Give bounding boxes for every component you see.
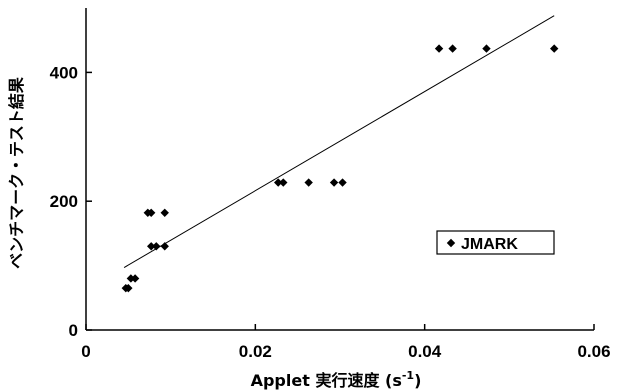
x-axis-title-main: Applet 実行速度 (s (251, 371, 402, 390)
x-axis-title: Applet 実行速度 (s-1) (251, 369, 422, 390)
legend-marker-diamond-icon (446, 238, 456, 248)
data-point (434, 44, 444, 53)
data-point (550, 44, 559, 53)
data-point (273, 178, 283, 187)
plot-area: 0 0.02 0.04 0.06 0 200 400 (50, 8, 611, 361)
data-point (160, 208, 169, 217)
data-point (160, 242, 169, 251)
legend: JMARK (436, 230, 555, 255)
data-point (124, 283, 133, 293)
x-axis-ticks: 0 0.02 0.04 0.06 (81, 324, 611, 361)
data-point (329, 178, 339, 187)
data-point (338, 178, 347, 187)
data-point (304, 178, 313, 187)
y-tick-label: 400 (50, 63, 78, 82)
legend-box (436, 230, 555, 255)
y-tick-label: 0 (69, 321, 78, 340)
x-tick-label: 0.02 (239, 342, 272, 361)
x-tick-label: 0.06 (577, 342, 610, 361)
data-point (279, 178, 288, 187)
y-tick-label: 200 (50, 192, 78, 211)
data-point (130, 274, 140, 283)
data-point (448, 44, 457, 53)
legend-label: JMARK (461, 236, 518, 253)
y-axis-ticks: 0 200 400 (50, 63, 92, 340)
data-point (126, 274, 136, 283)
x-tick-label: 0.04 (408, 342, 442, 361)
trend-line (123, 15, 555, 268)
y-axis-title: ベンチマーク・テスト結果 (7, 77, 26, 269)
x-axis-title-suffix: ) (414, 371, 421, 390)
data-point (146, 208, 156, 217)
x-axis-title-superscript: -1 (402, 369, 414, 382)
data-point (146, 242, 156, 251)
data-point (152, 242, 161, 251)
data-points (121, 44, 559, 293)
data-point (482, 44, 491, 53)
x-tick-label: 0 (81, 342, 90, 361)
